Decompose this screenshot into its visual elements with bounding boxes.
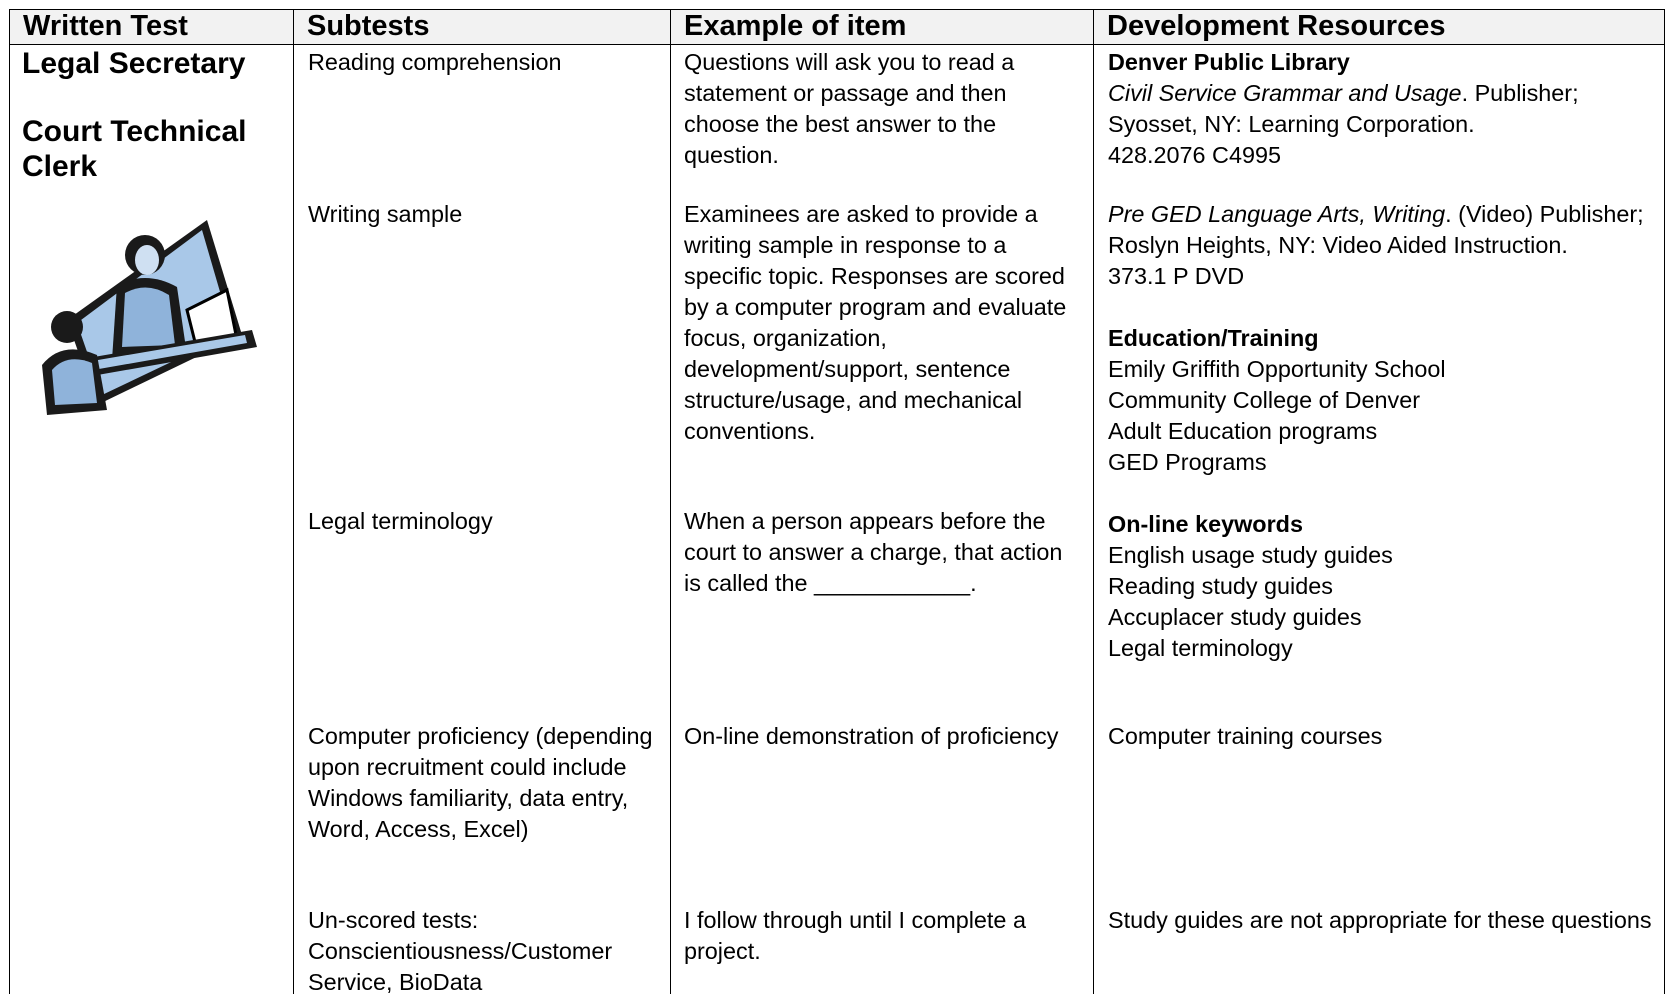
resource-line: On-line keywords (1108, 509, 1660, 540)
border (670, 9, 671, 994)
resource-group: Study guides are not appropriate for the… (1108, 905, 1660, 936)
column-header: Subtests (307, 10, 430, 42)
resource-line: Legal terminology (1108, 633, 1660, 664)
resource-text: Legal terminology (1108, 635, 1293, 661)
resource-text: Reading study guides (1108, 573, 1333, 599)
column-header: Example of item (684, 10, 907, 42)
subtest: Reading comprehension (308, 49, 562, 75)
border (9, 44, 1665, 45)
border (293, 9, 294, 994)
resource-text: On-line keywords (1108, 511, 1303, 537)
resource-text: Pre GED Language Arts, Writing (1108, 201, 1446, 227)
example: When a person appears before the court t… (684, 508, 1063, 596)
resource-group: Denver Public Library Civil Service Gramm… (1108, 47, 1660, 171)
resource-group: Pre GED Language Arts, Writing. (Video) … (1108, 199, 1660, 292)
resource-line: Pre GED Language Arts, Writing. (Video) … (1108, 199, 1660, 261)
resource-group: Education/Training Emily Griffith Opportu… (1108, 323, 1660, 478)
column-header: Development Resources (1107, 10, 1446, 42)
resource-line: 428.2076 C4995 (1108, 140, 1660, 171)
resource-line: Accuplacer study guides (1108, 602, 1660, 633)
resource-text: 428.2076 C4995 (1108, 142, 1281, 168)
resource-line: English usage study guides (1108, 540, 1660, 571)
resource-text: English usage study guides (1108, 542, 1393, 568)
resource-line: 373.1 P DVD (1108, 261, 1660, 292)
subtest: Writing sample (308, 201, 463, 227)
column-header: Written Test (23, 10, 188, 42)
subtest: Computer proficiency (depending upon rec… (308, 723, 653, 842)
example: I follow through until I complete a proj… (684, 907, 1026, 964)
resource-text: GED Programs (1108, 449, 1267, 475)
test-title: Legal Secretary (22, 47, 246, 80)
resource-text: Adult Education programs (1108, 418, 1378, 444)
resource-text: Denver Public Library (1108, 49, 1350, 75)
border (9, 9, 1665, 10)
resources: Computer training courses (1108, 721, 1660, 783)
header-row (9, 9, 1665, 44)
resource-text: Emily Griffith Opportunity School (1108, 356, 1446, 382)
resource-text: Accuplacer study guides (1108, 604, 1362, 630)
border (1664, 9, 1665, 994)
resource-text: Civil Service Grammar and Usage (1108, 80, 1462, 106)
resource-line: Civil Service Grammar and Usage. Publish… (1108, 78, 1660, 140)
resource-text: . (Video) Publisher; Roslyn Heights, NY:… (1108, 201, 1644, 258)
resource-line: Denver Public Library (1108, 47, 1660, 78)
resource-line: Community College of Denver (1108, 385, 1660, 416)
resource-line: Study guides are not appropriate for the… (1108, 905, 1660, 936)
example: Questions will ask you to read a stateme… (684, 49, 1015, 168)
resource-line: GED Programs (1108, 447, 1660, 478)
border (9, 9, 10, 994)
resource-group: On-line keywords English usage study guid… (1108, 509, 1660, 664)
example: Examinees are asked to provide a writing… (684, 201, 1067, 444)
border (1093, 9, 1094, 994)
subtest: Un-scored tests: Conscientiousness/Custo… (308, 907, 613, 994)
resource-text: Study guides are not appropriate for the… (1108, 907, 1652, 933)
resource-line: Computer training courses (1108, 721, 1660, 752)
clip-art (42, 220, 257, 415)
resources: Denver Public Library Civil Service Gramm… (1108, 47, 1660, 202)
resource-text: Community College of Denver (1108, 387, 1421, 413)
resource-group: Computer training courses (1108, 721, 1660, 752)
resource-line: Adult Education programs (1108, 416, 1660, 447)
example: On-line demonstration of proficiency (684, 723, 1059, 749)
resource-text: Computer training courses (1108, 723, 1383, 749)
subtest: Legal terminology (308, 508, 493, 534)
resource-text: Education/Training (1108, 325, 1319, 351)
resource-text: 373.1 P DVD (1108, 263, 1245, 289)
test-title: Court Technical Clerk (22, 115, 247, 183)
resources: Pre GED Language Arts, Writing. (Video) … (1108, 199, 1660, 695)
resource-line: Reading study guides (1108, 571, 1660, 602)
resource-line: Emily Griffith Opportunity School (1108, 354, 1660, 385)
resource-line: Education/Training (1108, 323, 1660, 354)
resource-text: . Publisher; Syosset, NY: Learning Corpo… (1108, 80, 1579, 137)
resources: Study guides are not appropriate for the… (1108, 905, 1660, 967)
